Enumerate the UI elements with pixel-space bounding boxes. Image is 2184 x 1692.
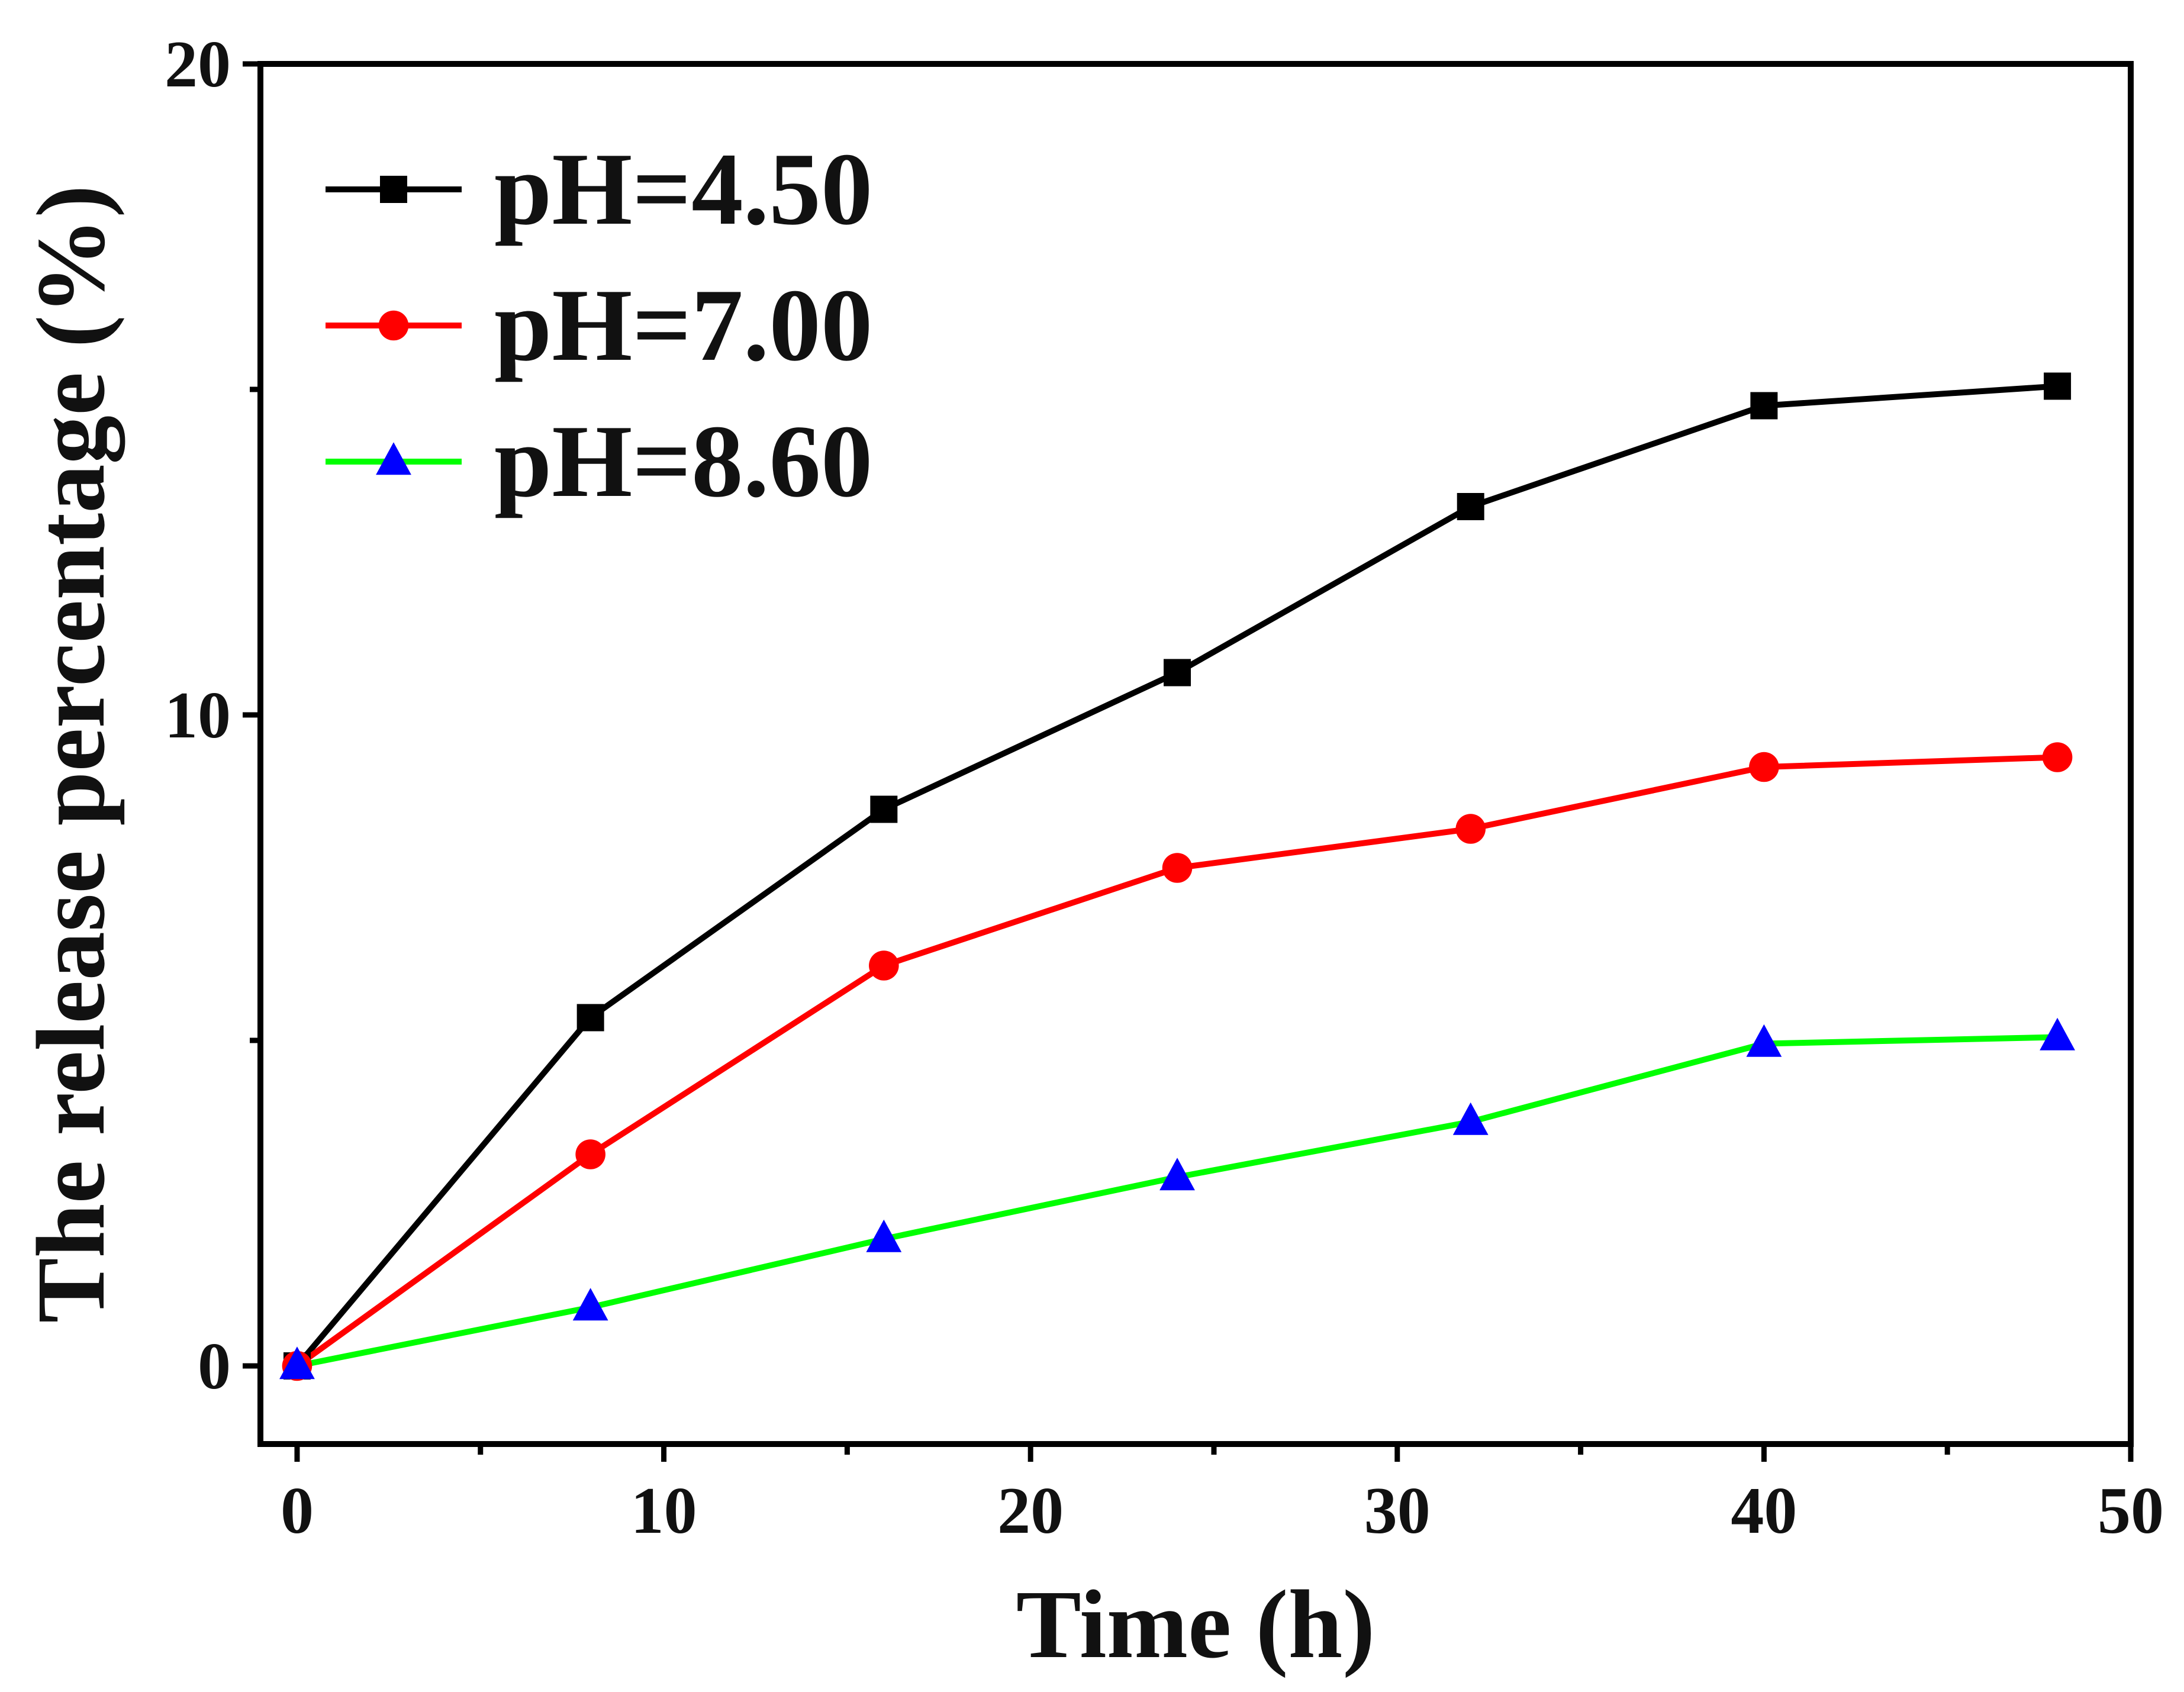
legend: pH=4.50 pH=7.00 pH=8.60 [326,131,872,518]
data-point-series-2 [2040,1017,2075,1050]
x-tick-label: 20 [997,1474,1064,1548]
data-point-series-2 [1452,1102,1489,1135]
y-tick-label: 20 [165,28,231,101]
axes-layer: 0 10 20 30 40 50 0 10 20 Time (h) The release perc… [17,28,2164,1678]
data-point-series-0 [576,1004,604,1032]
data-point-series-0 [1750,392,1778,420]
x-axis-title: Time (h) [1016,1570,1376,1678]
x-tick-label: 0 [281,1474,314,1548]
data-point-series-0 [1164,659,1191,687]
x-tick-label: 40 [1731,1474,1797,1548]
data-point-series-2 [279,1346,315,1380]
x-tick-label: 10 [631,1474,697,1548]
data-point-series-2 [866,1219,902,1252]
data-point-series-2 [572,1288,608,1321]
data-point-series-1 [1162,853,1193,883]
data-point-series-0 [1457,493,1484,520]
legend-label-0: pH=4.50 [494,131,872,246]
y-tick-label: 0 [198,1330,231,1403]
legend-marker-0 [380,176,407,203]
data-point-series-1 [869,950,899,981]
legend-marker-1 [378,310,409,341]
legend-label-2: pH=8.60 [494,404,872,518]
plot-frame [257,61,2134,1447]
data-point-series-1 [2042,742,2073,772]
data-point-series-2 [1746,1024,1782,1057]
data-point-series-1 [1749,752,1779,782]
data-point-series-1 [1455,814,1486,844]
data-point-series-0 [2044,372,2072,400]
data-point-series-1 [575,1139,605,1169]
y-tick-label: 10 [165,679,231,752]
y-axis-title: The release percentage (%) [17,185,125,1323]
legend-marker-2 [376,442,411,475]
legend-label-1: pH=7.00 [494,268,872,382]
data-point-series-0 [870,795,898,823]
x-tick-label: 50 [2098,1474,2164,1548]
plot-layer [279,372,2075,1381]
x-tick-label: 30 [1364,1474,1431,1548]
data-point-series-2 [1159,1158,1195,1191]
